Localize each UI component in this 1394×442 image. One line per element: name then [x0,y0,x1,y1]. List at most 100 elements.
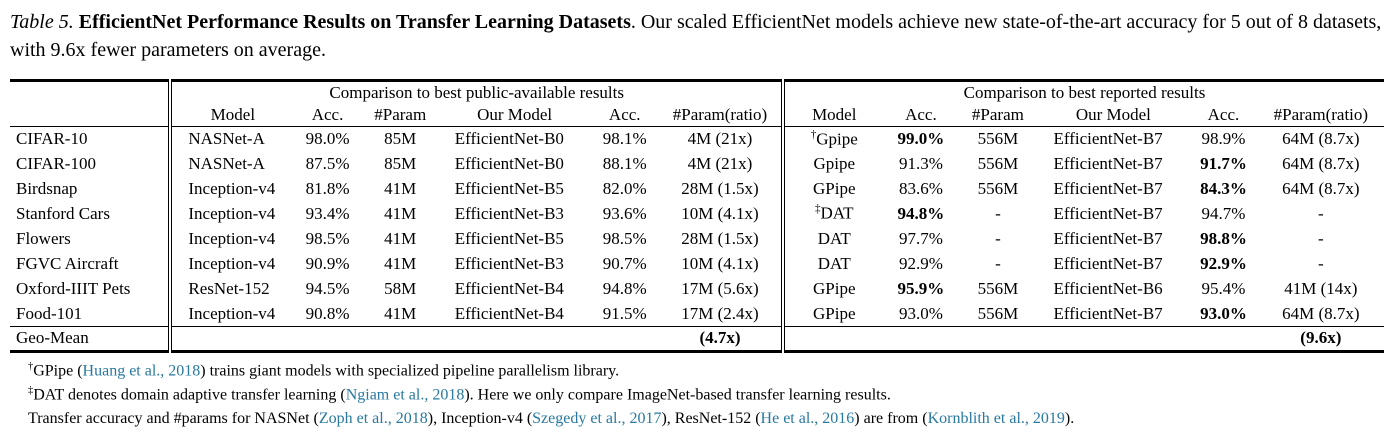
citation-link[interactable]: He et al., 2016 [760,410,855,428]
corner-spacer [10,103,171,127]
table-row: Oxford-IIIT Pets ResNet-152 94.5% 58M Effici… [10,276,1384,302]
table-row: CIFAR-100 NASNet-A 87.5% 85M EfficientNet-B0… [10,151,1384,177]
table-cell: Gpipe [781,151,884,177]
table-cell: EfficientNet-B7 [1053,253,1163,273]
citation-link[interactable]: Szegedy et al., 2017 [532,410,662,428]
table-cell: - [1318,203,1324,223]
table-cell: EfficientNet-B7 [1053,129,1163,149]
table-cell: 95.4% [1201,278,1246,298]
table-cell: 83.6% [898,178,943,198]
table-cell: Inception-v4 [168,226,294,252]
footnotes: †GPipe (Huang et al., 2018) trains giant… [28,359,1384,432]
citation-link[interactable]: Ngiam et al., 2018 [345,386,465,404]
table-cell: 90.7% [602,253,647,273]
table-cell: 85M [384,153,417,173]
citation-link[interactable]: Huang et al., 2018 [82,362,201,380]
table-cell: NASNet-A [168,151,294,177]
table-cell: 99.0% [897,129,945,149]
table-cell: 98.1% [602,129,647,149]
table-cell: - [1318,228,1324,248]
caption-title: EfficientNet Performance Results on Tran… [78,11,631,33]
citation-link[interactable]: Zoph et al., 2018 [318,410,428,428]
table-cell: 93.0% [898,303,943,323]
footnote: ‡DAT denotes domain adaptive transfer le… [28,383,1384,407]
table-cell: 28M (1.5x) [681,228,759,248]
table-cell: - [1318,253,1324,273]
table-cell: 4M (21x) [687,153,753,173]
footnote: Transfer accuracy and #params for NASNet… [28,407,1384,431]
footnote-text: ), ResNet-152 ( [661,410,761,428]
footnote-text: ), Inception-v4 ( [427,410,533,428]
footnote: †GPipe (Huang et al., 2018) trains giant… [28,359,1384,383]
dataset-label: CIFAR-100 [16,153,96,173]
table-cell: ResNet-152 [168,276,294,302]
column-header-ratio-reported: #Param(ratio) [1257,103,1384,127]
results-table: Comparison to best public-available resu… [10,78,1384,353]
footnote-marker: ‡ [814,203,821,216]
table-cell: EfficientNet-B5 [454,228,564,248]
table-cell: 64M (8.7x) [1282,129,1360,149]
table-cell: - [995,203,1001,223]
column-header-ratio-public: #Param(ratio) [658,103,784,127]
footnote-marker: ‡ [28,385,34,397]
table-cell: 94.5% [305,278,350,298]
geo-spacer-reported [781,325,1258,352]
table-cell: 41M [384,178,417,198]
table-cell: 87.5% [305,153,350,173]
column-header-acc-public: Acc. [293,103,362,127]
table-cell: 93.6% [602,203,647,223]
table-cell: 88.1% [602,153,647,173]
table-cell: 95.9% [897,278,945,298]
table-cell: 85M [384,129,417,149]
dataset-label: Stanford Cars [16,203,110,223]
column-header-ouracc-reported: Acc. [1189,103,1258,127]
column-header-ourmodel-reported: Our Model [1037,103,1190,127]
table-cell: EfficientNet-B7 [1053,303,1163,323]
column-header-param-reported: #Param [958,103,1038,127]
table-cell: 98.0% [305,129,350,149]
dataset-label: FGVC Aircraft [16,253,119,273]
table-cell: 81.8% [305,178,350,198]
table-cell: 94.8% [897,203,945,223]
table-cell: EfficientNet-B7 [1053,228,1163,248]
table-cell: EfficientNet-B0 [454,129,564,149]
table-cell: 91.3% [898,153,943,173]
dataset-label: CIFAR-10 [16,129,88,149]
table-cell: EfficientNet-B3 [454,253,564,273]
table-cell: 91.7% [1200,153,1247,173]
column-header-model-reported: Model [781,103,884,127]
table-cell: EfficientNet-B7 [1053,203,1163,223]
table-cell: DAT [781,226,884,252]
table-cell: 90.8% [305,303,350,323]
table-cell: EfficientNet-B7 [1053,153,1163,173]
table-body: CIFAR-10 NASNet-A 98.0% 85M EfficientNet-B0 9… [10,126,1384,327]
table-caption: Table 5. EfficientNet Performance Result… [10,8,1382,65]
table-cell: †Gpipe [781,126,884,152]
table-row: CIFAR-10 NASNet-A 98.0% 85M EfficientNet-B0 9… [10,126,1384,152]
table-cell: 41M [384,228,417,248]
table-cell: 556M [977,303,1019,323]
table-cell: 97.7% [898,228,943,248]
geo-mean-public-ratio: (4.7x) [658,325,784,352]
table-cell: 64M (8.7x) [1282,153,1360,173]
table-cell: Inception-v4 [168,251,294,277]
geo-mean-label: Geo-Mean [10,325,171,352]
table-cell: 91.5% [602,303,647,323]
dataset-label: Birdsnap [16,178,78,198]
dataset-label: Oxford-IIIT Pets [16,278,131,298]
table-cell: EfficientNet-B0 [454,153,564,173]
footnote-text: ) trains giant models with specialized p… [200,362,620,380]
table-cell: 92.9% [898,253,943,273]
table-cell: 28M (1.5x) [681,178,759,198]
table-cell: 84.3% [1200,178,1247,198]
table-cell: Inception-v4 [168,176,294,202]
table-cell: 10M (4.1x) [681,203,759,223]
table-cell: EfficientNet-B4 [454,303,564,323]
table-row: FGVC Aircraft Inception-v4 90.9% 41M Efficie… [10,251,1384,277]
citation-link[interactable]: Kornblith et al., 2019 [927,410,1065,428]
table-cell: 556M [977,278,1019,298]
table-cell: 94.8% [602,278,647,298]
table-cell: 90.9% [305,253,350,273]
group-header-reported: Comparison to best reported results [781,80,1384,104]
table-cell: 41M (14x) [1284,278,1358,298]
